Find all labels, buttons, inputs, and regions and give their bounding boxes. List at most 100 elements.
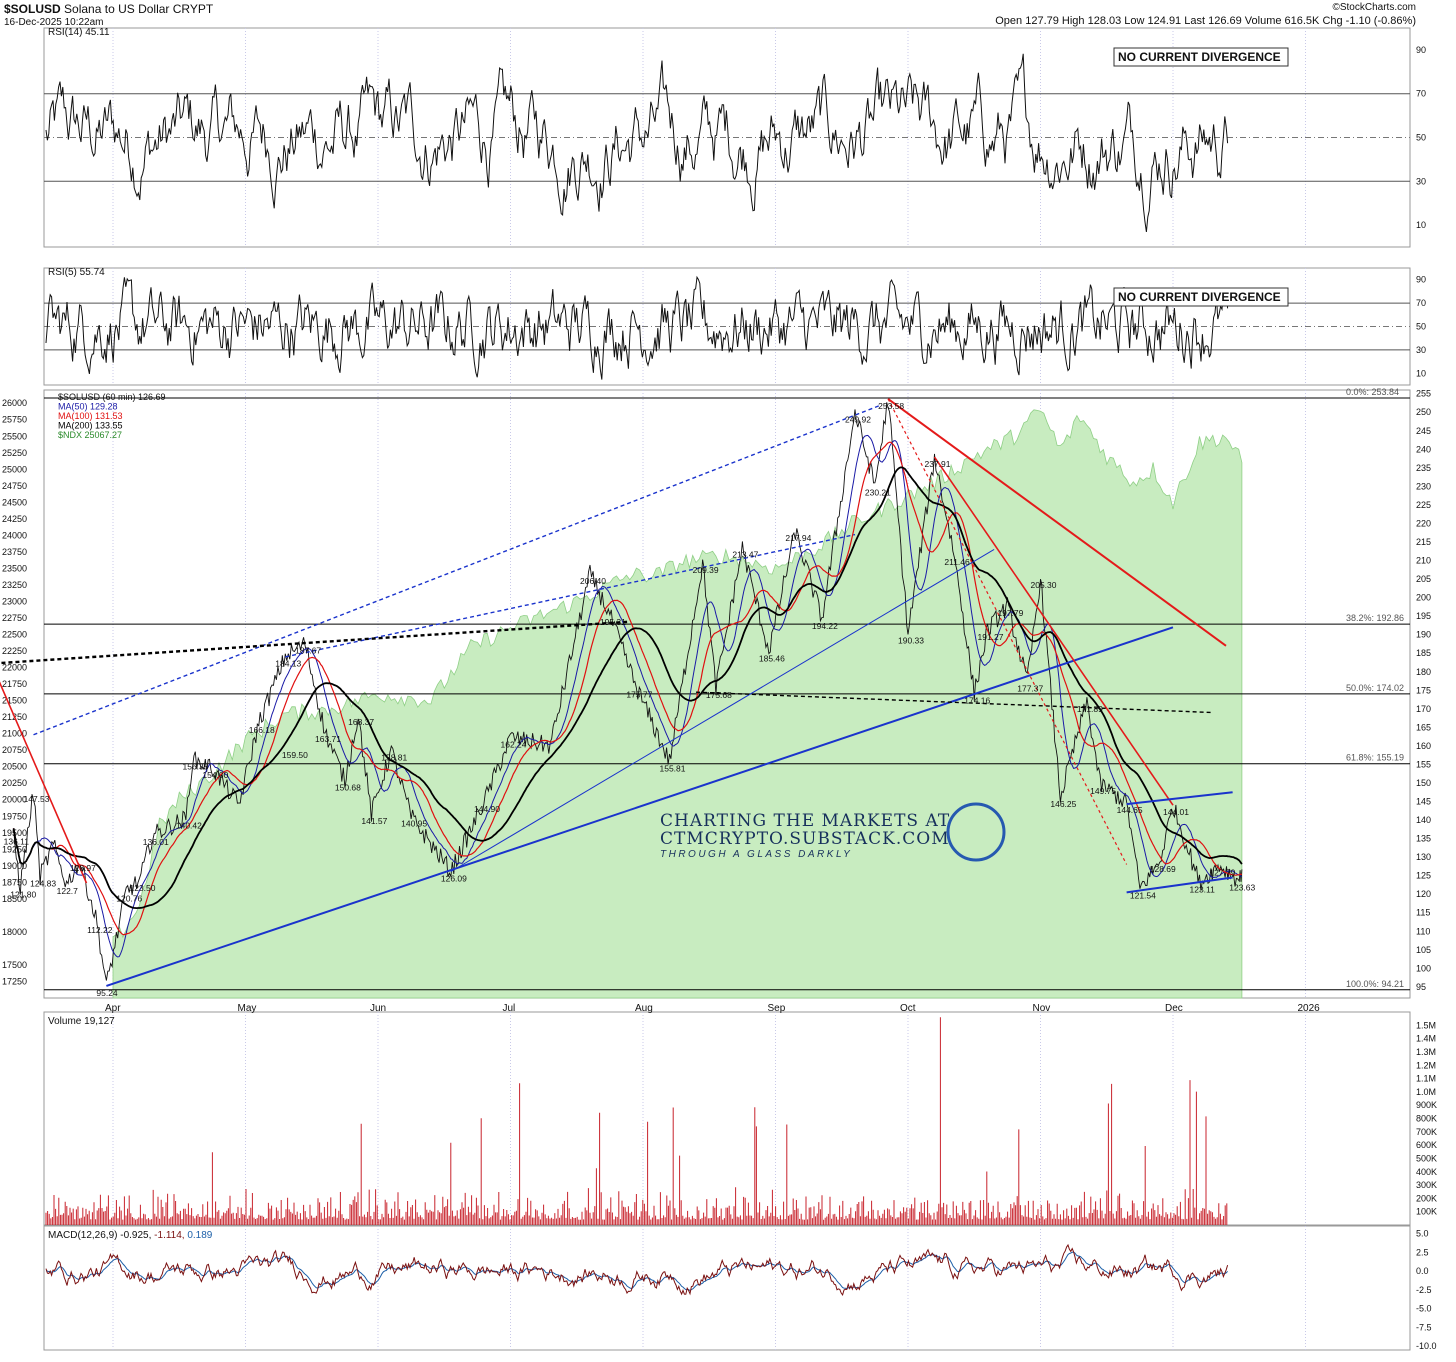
price-pivot-label: 120.76 — [116, 893, 142, 903]
macd-title: MACD(12,26,9) -0.925, -1.114, 0.189 — [48, 1230, 213, 1241]
price-pivot-label: 177.37 — [1017, 684, 1043, 694]
blue-dashed-trendline-2 — [285, 533, 856, 658]
macd-ytick: -2.5 — [1416, 1285, 1432, 1295]
price-pivot-label: 206.40 — [580, 576, 606, 586]
rsi5-annotation: NO CURRENT DIVERGENCE — [1118, 290, 1281, 304]
volume-ytick: 500K — [1416, 1153, 1437, 1163]
macd-ytick: -5.0 — [1416, 1304, 1432, 1314]
price-ytick: 255 — [1416, 389, 1431, 399]
price-pivot-label: 140.42 — [176, 820, 202, 830]
price-pivot-label: 128.69 — [1150, 864, 1176, 874]
price-ytick: 135 — [1416, 834, 1431, 844]
price-ytick: 185 — [1416, 648, 1431, 658]
fib-level-label: 61.8%: 155.19 — [1346, 753, 1404, 763]
price-pivot-label: 217.94 — [785, 533, 811, 543]
fib-level-label: 100.0%: 94.21 — [1346, 979, 1404, 989]
volume-title: Volume 19,127 — [48, 1016, 115, 1027]
ndx-ytick: 24250 — [2, 514, 27, 524]
price-pivot-label: 150.68 — [335, 782, 361, 792]
macd-title-part: -1.114, — [154, 1230, 187, 1241]
rsi-ytick: 50 — [1416, 322, 1426, 332]
price-ytick: 145 — [1416, 797, 1431, 807]
volume-ytick: 1.1M — [1416, 1074, 1436, 1084]
ndx-ytick: 25500 — [2, 431, 27, 441]
price-pivot-label: 144.90 — [474, 804, 500, 814]
price-pivot-label: 136.11 — [4, 836, 30, 846]
volume-ytick: 1.2M — [1416, 1060, 1436, 1070]
ohlc-readout: Open 127.79 High 128.03 Low 124.91 Last … — [995, 15, 1416, 27]
blue-dashed-trendline — [33, 404, 882, 736]
chart-timestamp: 16-Dec-2025 10:22am — [4, 17, 104, 28]
ndx-ytick: 20250 — [2, 778, 27, 788]
price-pivot-label: 126.09 — [441, 874, 467, 884]
ndx-ytick: 22000 — [2, 663, 27, 673]
price-pivot-label: 168.37 — [348, 717, 374, 727]
macd-ytick: -7.5 — [1416, 1322, 1432, 1332]
rsi14-annotation-box — [1113, 47, 1289, 67]
rsi14-line — [45, 53, 1229, 232]
price-ytick: 225 — [1416, 500, 1431, 510]
macd-title-part: 0.189 — [187, 1230, 212, 1241]
volume-ytick: 1.5M — [1416, 1020, 1436, 1030]
volume-ytick: 1.4M — [1416, 1034, 1436, 1044]
price-pivot-label: 166.18 — [249, 725, 275, 735]
price-pivot-label: 197.79 — [997, 608, 1023, 618]
price-pivot-label: 175.68 — [706, 690, 732, 700]
volume-ytick: 300K — [1416, 1180, 1437, 1190]
price-pivot-label: 136.01 — [143, 837, 169, 847]
macd-ytick: 0.0 — [1416, 1266, 1429, 1276]
price-ytick: 160 — [1416, 741, 1431, 751]
blue-channel-bottom — [1126, 876, 1233, 894]
month-label: Sep — [768, 1003, 786, 1014]
rsi-ytick: 90 — [1416, 275, 1426, 285]
price-pivot-label: 205.30 — [1031, 580, 1057, 590]
price-ytick: 250 — [1416, 407, 1431, 417]
price-pivot-label: 174.16 — [964, 695, 990, 705]
macd-title-part: -0.925, — [120, 1230, 154, 1241]
ndx-ytick: 24750 — [2, 481, 27, 491]
price-ytick: 240 — [1416, 444, 1431, 454]
price-pivot-label: 141.57 — [361, 816, 387, 826]
price-pivot-label: 154.00 — [202, 770, 228, 780]
volume-ytick: 800K — [1416, 1114, 1437, 1124]
price-ytick: 150 — [1416, 778, 1431, 788]
watermark-line-1: CHARTING THE MARKETS AT — [660, 811, 950, 831]
price-pivot-label: 213.47 — [732, 550, 758, 560]
price-pivot-label: 162.24 — [501, 740, 527, 750]
rsi-ytick: 30 — [1416, 345, 1426, 355]
ndx-ytick: 17250 — [2, 976, 27, 986]
month-label: Dec — [1165, 1003, 1183, 1014]
macd-ytick: 2.5 — [1416, 1247, 1429, 1257]
volume-ytick: 200K — [1416, 1193, 1437, 1203]
price-pivot-label: 163.71 — [315, 734, 341, 744]
price-pivot-label: 191.27 — [978, 632, 1004, 642]
volume-bars — [45, 1017, 1228, 1225]
volume-ytick: 600K — [1416, 1140, 1437, 1150]
price-legend-entry: $NDX 25067.27 — [58, 430, 122, 440]
month-label: Nov — [1033, 1003, 1051, 1014]
ndx-ytick: 18000 — [2, 927, 27, 937]
price-legend-entry: MA(100) 131.53 — [58, 411, 123, 421]
ndx-ytick: 26000 — [2, 398, 27, 408]
price-ytick: 180 — [1416, 667, 1431, 677]
black-dashed-trendline — [0, 620, 630, 665]
price-ytick: 165 — [1416, 722, 1431, 732]
ndx-ytick: 21750 — [2, 679, 27, 689]
price-pivot-label: 253.58 — [878, 401, 904, 411]
price-pivot-label: 155.81 — [660, 763, 686, 773]
macd-ytick: -10.0 — [1416, 1341, 1437, 1351]
rsi-ytick: 30 — [1416, 176, 1426, 186]
rsi-ytick: 10 — [1416, 220, 1426, 230]
price-pivot-label: 171.89 — [1077, 704, 1103, 714]
volume-ytick: 1.3M — [1416, 1047, 1436, 1057]
price-pivot-label: 147.53 — [24, 794, 50, 804]
ndx-ytick: 25250 — [2, 448, 27, 458]
rsi-ytick: 70 — [1416, 298, 1426, 308]
rsi14-annotation: NO CURRENT DIVERGENCE — [1118, 50, 1281, 64]
ndx-ytick: 23250 — [2, 580, 27, 590]
price-pivot-label: 156.35 — [183, 761, 209, 771]
price-pivot-label: 144.65 — [1117, 805, 1143, 815]
rsi14-title: RSI(14) 45.11 — [48, 27, 110, 38]
rsi5-line — [45, 275, 1229, 380]
price-ytick: 215 — [1416, 537, 1431, 547]
